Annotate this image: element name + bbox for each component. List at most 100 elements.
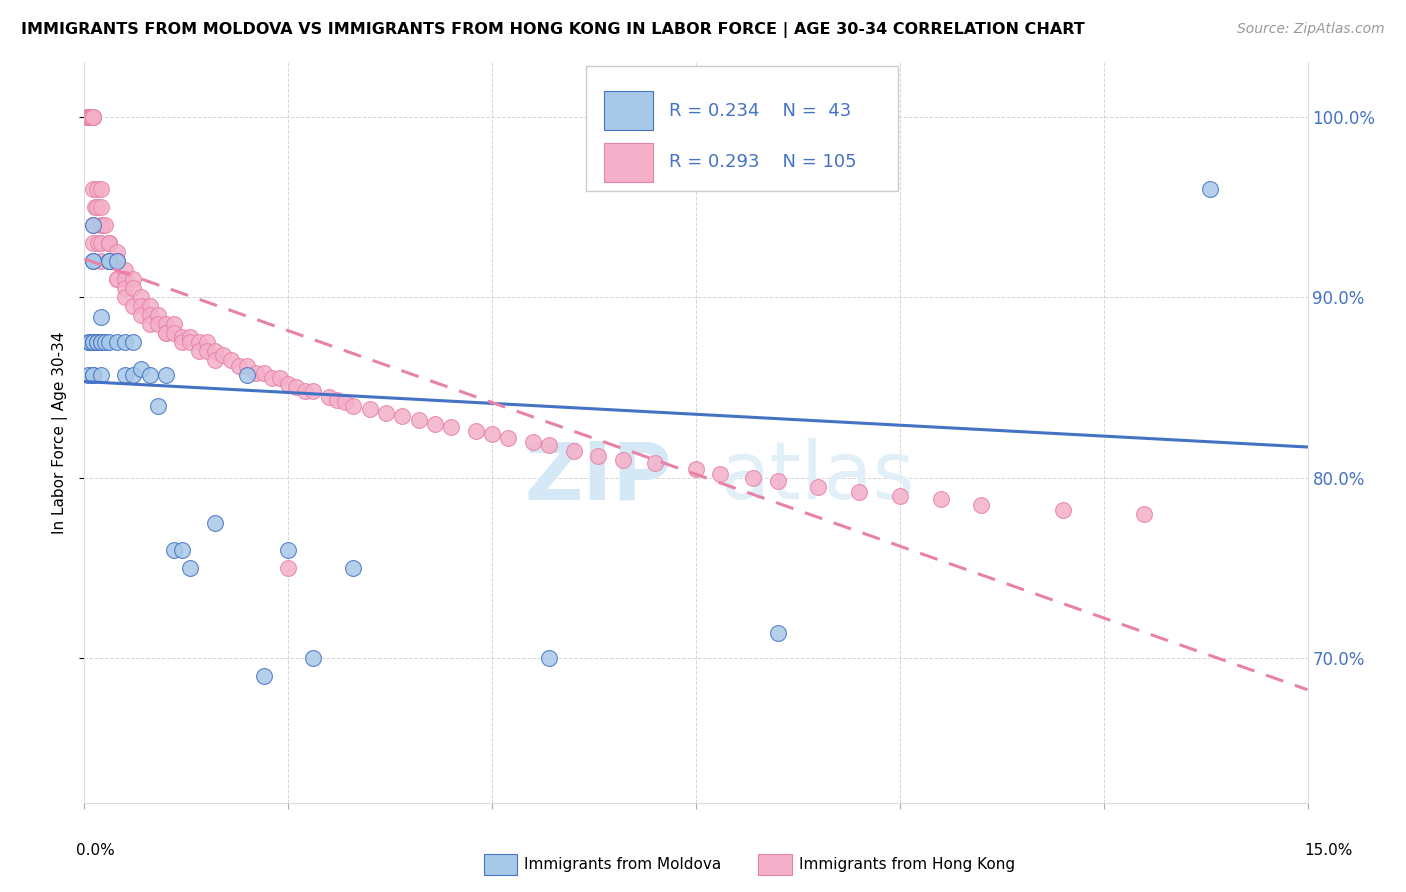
Point — [586, 449, 609, 463]
Point — [538, 438, 561, 452]
Point — [105, 254, 128, 268]
Point — [82, 335, 104, 350]
Point — [155, 326, 177, 341]
Point — [742, 471, 765, 485]
Point — [970, 498, 993, 512]
Point — [359, 402, 381, 417]
Point — [195, 344, 218, 359]
Point — [82, 254, 104, 268]
Point — [82, 335, 104, 350]
Point — [91, 218, 114, 232]
Point — [105, 272, 128, 286]
Point — [335, 395, 357, 409]
Point — [498, 431, 520, 445]
Point — [204, 344, 226, 359]
Point — [80, 110, 103, 124]
Text: ZIP: ZIP — [524, 438, 672, 516]
Point — [138, 308, 160, 322]
Point — [277, 376, 299, 391]
Point — [440, 420, 463, 434]
Point — [90, 254, 112, 268]
Point — [848, 485, 870, 500]
Point — [301, 651, 323, 665]
Point — [82, 368, 104, 382]
Point — [260, 371, 283, 385]
Point — [522, 434, 544, 449]
FancyBboxPatch shape — [605, 91, 654, 130]
Text: Source: ZipAtlas.com: Source: ZipAtlas.com — [1237, 22, 1385, 37]
Point — [1052, 503, 1074, 517]
Point — [375, 406, 398, 420]
Point — [236, 368, 259, 382]
Point — [294, 384, 316, 398]
Point — [90, 368, 112, 382]
Point — [253, 669, 276, 683]
Point — [82, 218, 104, 232]
Point — [131, 290, 153, 304]
Point — [423, 417, 446, 431]
Point — [82, 110, 104, 124]
Point — [172, 330, 194, 344]
Point — [179, 335, 201, 350]
Point — [122, 272, 145, 286]
Point — [277, 543, 299, 558]
Point — [105, 335, 128, 350]
Point — [1198, 182, 1220, 196]
Point — [82, 235, 104, 250]
Point — [138, 318, 160, 332]
Point — [481, 427, 503, 442]
Point — [122, 281, 145, 295]
Point — [464, 424, 486, 438]
Point — [77, 335, 100, 350]
FancyBboxPatch shape — [586, 66, 898, 191]
Text: IMMIGRANTS FROM MOLDOVA VS IMMIGRANTS FROM HONG KONG IN LABOR FORCE | AGE 30-34 : IMMIGRANTS FROM MOLDOVA VS IMMIGRANTS FR… — [21, 22, 1085, 38]
Point — [114, 272, 136, 286]
Point — [90, 218, 112, 232]
Point — [97, 235, 120, 250]
Point — [82, 218, 104, 232]
Point — [146, 399, 169, 413]
Point — [138, 368, 160, 382]
Point — [219, 353, 242, 368]
Point — [155, 326, 177, 341]
Point — [76, 110, 98, 124]
Point — [131, 299, 153, 313]
Text: Immigrants from Moldova: Immigrants from Moldova — [524, 857, 721, 871]
Point — [155, 318, 177, 332]
Point — [301, 384, 323, 398]
Point — [929, 492, 952, 507]
Point — [146, 318, 169, 332]
Point — [163, 318, 186, 332]
Point — [391, 409, 413, 424]
Point — [179, 561, 201, 575]
Point — [562, 443, 585, 458]
Point — [146, 308, 169, 322]
Point — [766, 110, 789, 124]
Point — [77, 110, 100, 124]
Point — [84, 200, 107, 214]
Point — [253, 366, 276, 380]
Point — [77, 110, 100, 124]
Point — [79, 335, 101, 350]
Point — [163, 326, 186, 341]
Point — [269, 371, 291, 385]
Point — [114, 290, 136, 304]
Point — [93, 218, 115, 232]
Point — [318, 390, 340, 404]
Y-axis label: In Labor Force | Age 30-34: In Labor Force | Age 30-34 — [52, 331, 69, 534]
Point — [105, 272, 128, 286]
Point — [114, 335, 136, 350]
Point — [179, 330, 201, 344]
Point — [97, 254, 120, 268]
Point — [889, 489, 911, 503]
Point — [326, 393, 349, 408]
Point — [90, 335, 112, 350]
Point — [212, 348, 235, 362]
Point — [342, 561, 364, 575]
Point — [76, 110, 98, 124]
Point — [86, 335, 108, 350]
Point — [86, 335, 108, 350]
Point — [685, 461, 707, 475]
Point — [709, 467, 731, 482]
Point — [807, 480, 830, 494]
